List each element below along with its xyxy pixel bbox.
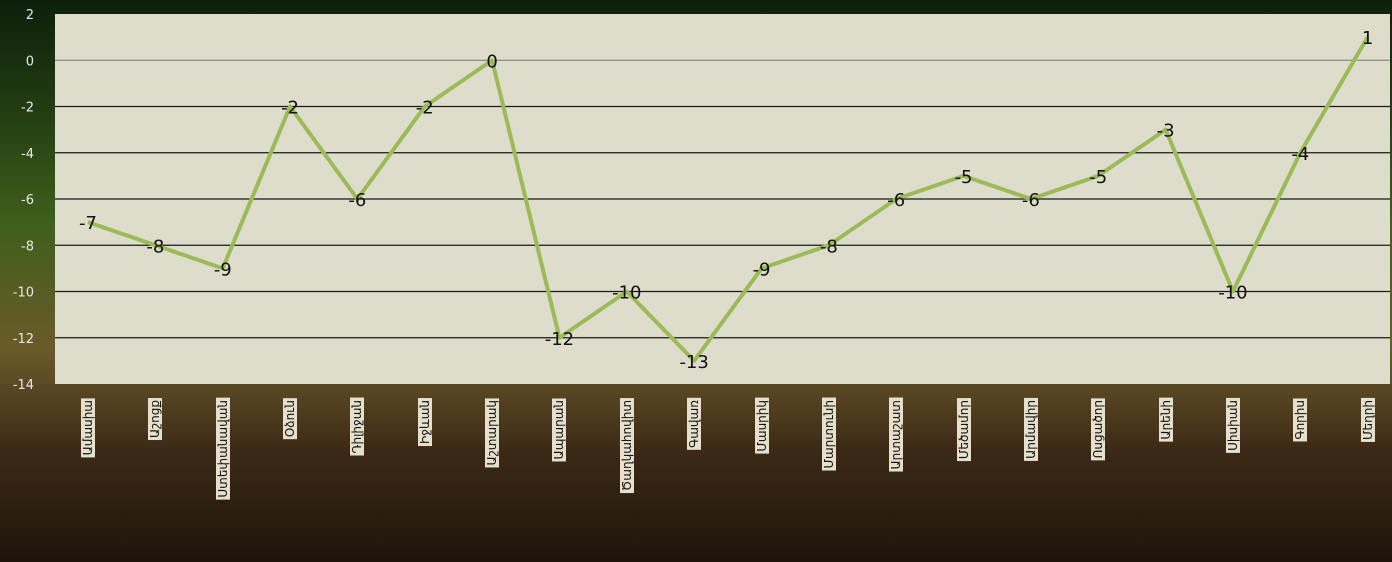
y-tick-label: 2 — [26, 8, 34, 23]
x-tick-label: Ամասիա — [81, 398, 95, 458]
data-label: -5 — [955, 167, 973, 188]
data-label: -10 — [1218, 283, 1247, 304]
data-label: -9 — [214, 259, 232, 280]
data-label: -7 — [79, 213, 97, 234]
data-label: -2 — [416, 98, 434, 119]
y-tick-label: 0 — [26, 54, 34, 69]
y-tick-label: -10 — [13, 286, 34, 301]
data-label: -12 — [545, 329, 574, 350]
x-tick-label: Արմավիր — [1023, 398, 1038, 461]
x-tick-label: Ստեփանավան — [215, 398, 230, 500]
y-tick-label: -6 — [21, 193, 34, 208]
x-tick-label: Աշոցք — [148, 398, 163, 441]
x-tick-label: Մարտունի — [821, 398, 836, 471]
x-tick-label: Մեղրի — [1360, 398, 1375, 442]
gridlines — [55, 59, 1390, 339]
x-tick-label: Սիսիան — [1225, 398, 1240, 453]
data-label: -10 — [612, 283, 641, 304]
y-axis-tick-labels: 2 0 -2 -4 -6 -8 -10 -12 -14 — [13, 8, 34, 393]
x-tick-label: Դիլիջան — [350, 398, 365, 456]
data-label: -9 — [753, 259, 771, 280]
data-label: -13 — [679, 352, 708, 373]
y-tick-label: -14 — [13, 378, 34, 393]
data-labels: -7 -8 -9 -2 -6 -2 0 -12 -10 -13 -9 -8 -6 -5 -6 -5 -3 -10 -… — [79, 28, 1373, 373]
data-label: -6 — [1022, 190, 1040, 211]
data-label: -2 — [281, 98, 299, 119]
data-label: -5 — [1089, 167, 1107, 188]
data-label: -8 — [146, 236, 164, 257]
data-label: 1 — [1362, 28, 1373, 49]
x-tick-label: Գորիս — [1293, 398, 1308, 442]
x-tick-label: Օձուն — [283, 398, 298, 440]
y-tick-label: -12 — [13, 332, 34, 347]
data-label: -6 — [348, 190, 366, 211]
x-tick-label: Արենի — [1158, 398, 1173, 442]
data-label: -3 — [1157, 121, 1175, 142]
x-tick-label: Ապարան — [552, 398, 567, 462]
x-tick-label: Աշտարակ — [485, 398, 500, 468]
x-tick-label: Իջևան — [417, 398, 432, 447]
data-label: -8 — [820, 236, 838, 257]
data-label: 0 — [486, 51, 497, 72]
x-tick-label: Արտաշատ — [889, 398, 904, 472]
x-tick-label: Մասրիկ — [754, 398, 769, 454]
x-tick-label: Ոսցածոր — [1091, 398, 1106, 461]
series-line — [87, 36, 1370, 363]
y-tick-label: -8 — [21, 239, 34, 254]
x-tick-label: Մեծամոր — [956, 398, 971, 462]
data-label: -6 — [887, 190, 905, 211]
x-tick-label: Ծաղկահովիտ — [619, 398, 634, 494]
y-tick-label: -2 — [21, 101, 34, 116]
x-tick-label: Գավառ — [687, 398, 702, 450]
y-tick-label: -4 — [21, 147, 34, 162]
data-label: -4 — [1291, 144, 1309, 165]
